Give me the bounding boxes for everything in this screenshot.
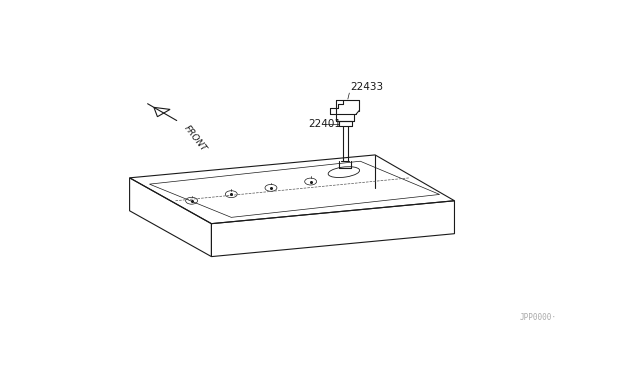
Text: JPP0000·: JPP0000· bbox=[519, 314, 556, 323]
Text: 22401: 22401 bbox=[308, 119, 341, 129]
Text: 22433: 22433 bbox=[350, 83, 383, 93]
Text: FRONT: FRONT bbox=[182, 124, 209, 154]
